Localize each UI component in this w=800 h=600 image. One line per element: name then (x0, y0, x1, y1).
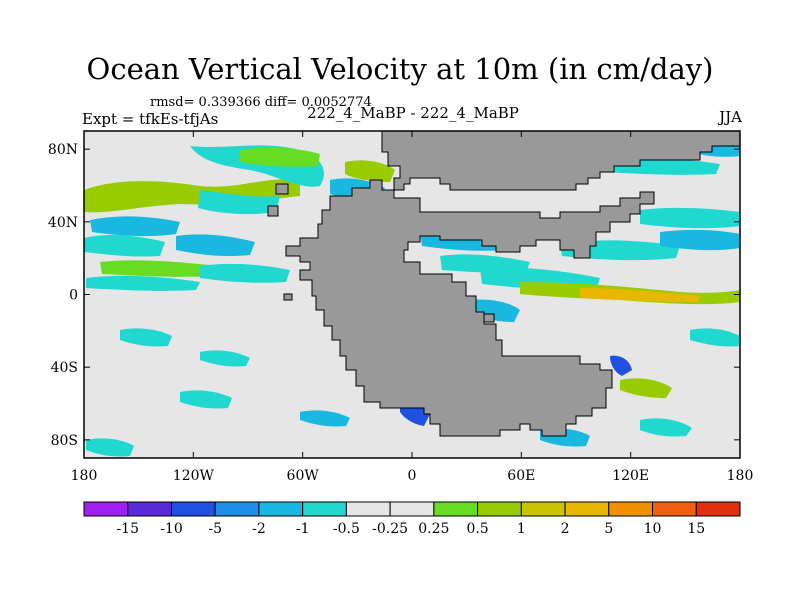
colorbar-label: 10 (644, 521, 662, 537)
y-tick-label: 80S (51, 433, 78, 449)
x-tick-label: 180 (71, 468, 98, 484)
x-tick-label: 60W (287, 468, 320, 484)
colorbar-swatch (127, 501, 172, 517)
anomaly-patch (640, 418, 692, 437)
chart-title: Ocean Vertical Velocity at 10m (in cm/da… (86, 52, 714, 86)
land-mass-small (275, 183, 289, 195)
colorbar-label: -5 (208, 521, 222, 537)
colorbar-swatch (477, 501, 522, 517)
x-tick-label: 120W (173, 468, 215, 484)
y-tick-label: 40S (51, 360, 78, 376)
anomaly-patch (240, 147, 320, 167)
colorbar-swatch (389, 501, 435, 517)
colorbar: -15 -10 -5 -2 -1 -0.5 -0.25 0.25 0.5 1 2 5 10 15 (83, 501, 741, 537)
y-tick-label: 40N (48, 215, 78, 231)
anomaly-patch (200, 350, 250, 367)
y-tick-label: 0 (69, 288, 78, 304)
x-tick-label: 60E (507, 468, 535, 484)
colorbar-label: -0.25 (372, 521, 408, 537)
colorbar-label: 0.5 (466, 521, 488, 537)
colorbar-label: -10 (160, 521, 183, 537)
colorbar-swatch (83, 501, 129, 517)
case-label: 222_4_MaBP - 222_4_MaBP (307, 104, 519, 122)
colorbar-swatch (170, 501, 216, 517)
colorbar-label: -15 (116, 521, 139, 537)
colorbar-swatch (433, 501, 479, 517)
land-masses (267, 130, 741, 437)
anomaly-patch (400, 403, 430, 426)
colorbar-label: 1 (517, 521, 526, 537)
anomaly-patch (200, 263, 290, 283)
anomaly-patch (84, 235, 165, 257)
colorbar-swatch (652, 501, 697, 517)
anomaly-patch (86, 438, 134, 457)
colorbar-label: -2 (252, 521, 266, 537)
colorbar-label: -1 (296, 521, 310, 537)
colorbar-swatch (695, 501, 741, 517)
anomaly-patch (640, 207, 740, 229)
y-tick-label: 80N (48, 142, 78, 158)
land-mass-main (285, 179, 655, 437)
y-axis: 80N 40N 0 40S 80S (48, 142, 740, 449)
colorbar-swatch (345, 501, 391, 517)
colorbar-label: 2 (561, 521, 570, 537)
x-axis: 180 120W 60W 0 60E 120E 180 (71, 131, 754, 484)
colorbar-swatch (258, 501, 304, 517)
stats-text: rmsd= 0.339366 diff= 0.0052774 (150, 95, 372, 110)
anomaly-patch (300, 410, 350, 427)
velocity-patches (84, 139, 740, 457)
anomaly-patch (660, 229, 740, 251)
colorbar-swatch (302, 501, 347, 517)
colorbar-swatch (564, 501, 610, 517)
anomaly-patch (180, 390, 232, 409)
anomaly-patch (580, 288, 700, 302)
colorbar-swatch (608, 501, 654, 517)
experiment-label: Expt = tfkEs-tfjAs (82, 110, 219, 128)
anomaly-patch (90, 216, 180, 237)
anomaly-patch (345, 160, 395, 182)
x-tick-label: 0 (408, 468, 417, 484)
colorbar-label: 0.25 (418, 521, 449, 537)
anomaly-patch (120, 328, 172, 347)
anomaly-patch (176, 234, 255, 257)
land-mass-small (267, 205, 279, 217)
colorbar-label: 5 (604, 521, 613, 537)
anomaly-patch (198, 190, 280, 215)
anomaly-patch (620, 378, 672, 398)
anomaly-patch (610, 355, 632, 376)
colorbar-label: -0.5 (333, 521, 360, 537)
colorbar-swatch (214, 501, 260, 517)
land-mass-north (381, 130, 741, 191)
colorbar-label: 15 (687, 521, 705, 537)
land-mass-small (483, 313, 495, 323)
x-tick-label: 180 (727, 468, 754, 484)
anomaly-patch (84, 179, 300, 213)
anomaly-patch (86, 275, 200, 291)
anomaly-patch (100, 260, 220, 277)
season-label: JJA (719, 108, 742, 126)
anomaly-patch (690, 328, 740, 347)
land-mass-small (283, 293, 293, 301)
x-tick-label: 120E (612, 468, 649, 484)
colorbar-swatch (520, 501, 566, 517)
